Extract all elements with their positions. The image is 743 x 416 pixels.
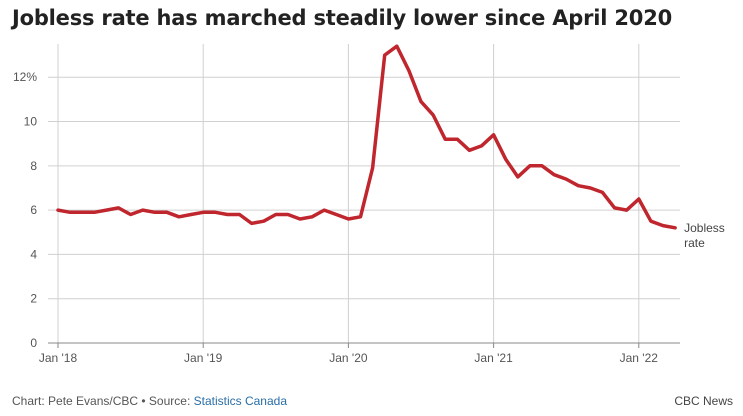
x-tick-label: Jan '19 bbox=[184, 351, 223, 365]
x-tick-label: Jan '21 bbox=[474, 351, 513, 365]
y-tick-label: 2 bbox=[30, 292, 37, 306]
source-link[interactable]: Statistics Canada bbox=[193, 394, 288, 408]
y-tick-label: 6 bbox=[30, 203, 37, 217]
source-prefix: • Source: bbox=[138, 394, 194, 408]
x-tick-label: Jan '18 bbox=[39, 351, 78, 365]
axes bbox=[48, 342, 680, 348]
series-label: Jobless rate bbox=[684, 221, 725, 250]
chart-credit: Chart: Pete Evans/CBC • Source: Statisti… bbox=[12, 394, 287, 408]
x-tick-label: Jan '20 bbox=[329, 351, 368, 365]
y-tick-label: 8 bbox=[30, 159, 37, 173]
y-tick-label: 0 bbox=[30, 336, 37, 350]
y-tick-label: 10 bbox=[24, 115, 38, 129]
y-tick-label: 12% bbox=[13, 70, 37, 84]
y-tick-label: 4 bbox=[30, 247, 37, 261]
series-line-jobless-rate bbox=[56, 44, 677, 230]
labels: 0 2 4 6 8 10 12% Jan '18 Jan '19 Jan '20 Jan '21 Ja… bbox=[13, 70, 725, 365]
credit-text: Chart: Pete Evans/CBC bbox=[12, 394, 139, 408]
series-layer bbox=[56, 44, 677, 230]
chart-title: Jobless rate has marched steadily lower … bbox=[12, 6, 673, 30]
grid bbox=[48, 44, 680, 343]
brand-name: CBC News bbox=[674, 394, 733, 408]
x-tick-label: Jan '22 bbox=[620, 351, 659, 365]
